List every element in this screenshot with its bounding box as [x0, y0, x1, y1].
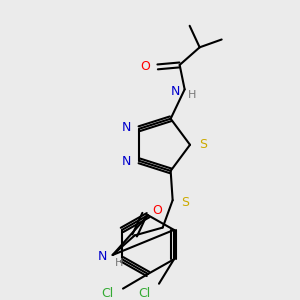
Text: N: N — [170, 85, 180, 98]
Text: O: O — [140, 60, 150, 74]
Text: S: S — [199, 138, 207, 151]
Text: H: H — [188, 90, 196, 100]
Text: N: N — [122, 121, 131, 134]
Text: H: H — [115, 258, 123, 268]
Text: Cl: Cl — [139, 287, 151, 300]
Text: O: O — [153, 205, 163, 218]
Text: Cl: Cl — [101, 287, 113, 300]
Text: S: S — [181, 196, 189, 209]
Text: N: N — [122, 155, 131, 168]
Text: N: N — [97, 250, 107, 263]
